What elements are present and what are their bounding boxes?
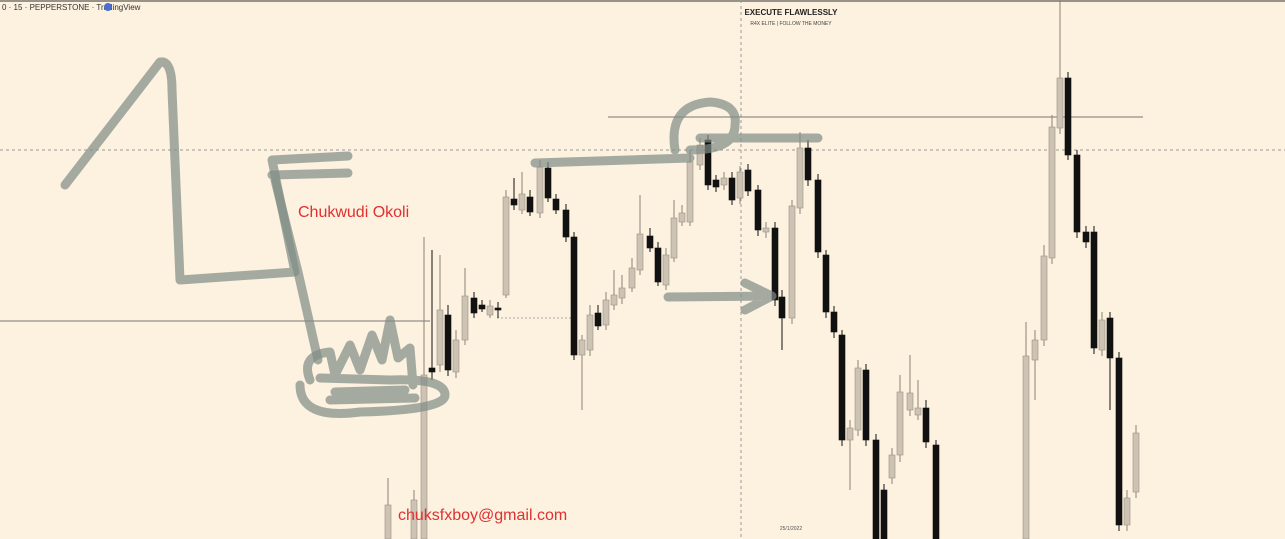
candle-body — [552, 198, 560, 211]
candle-body — [602, 299, 610, 326]
candle-body — [670, 217, 678, 259]
symbol-header: 0 · 15 · PEPPERSTONE · TradingView — [2, 3, 141, 12]
candle-body — [778, 296, 786, 319]
candle-body — [922, 407, 930, 443]
candle-body — [410, 499, 418, 539]
candle-body — [1031, 339, 1039, 361]
drawings — [60, 57, 823, 418]
candle-body — [436, 309, 444, 366]
candle-body — [536, 166, 544, 214]
candle-body — [618, 287, 626, 299]
candle-body — [804, 147, 812, 181]
candle-body — [428, 367, 436, 373]
candle-body — [384, 504, 392, 539]
candle-body — [846, 427, 854, 441]
candle-body — [646, 235, 654, 249]
candle-body — [1022, 355, 1030, 539]
candle-body — [526, 196, 534, 213]
candle-body — [1132, 432, 1140, 493]
author-email: chuksfxboy@gmail.com — [398, 507, 567, 524]
candle-body — [796, 147, 804, 209]
candle-body — [610, 294, 618, 306]
candle-body — [502, 196, 510, 296]
candle-body — [838, 334, 846, 441]
candle-body — [932, 444, 940, 539]
candle-body — [1106, 317, 1114, 359]
box-drawing — [530, 97, 823, 168]
candle-body — [744, 169, 752, 192]
candle-body — [570, 236, 578, 356]
candle-body — [1090, 231, 1098, 349]
candle-body — [896, 391, 904, 456]
arrow-drawing — [663, 278, 777, 315]
candle-body — [880, 489, 888, 539]
candle-body — [678, 212, 686, 223]
candle-body — [788, 205, 796, 319]
candle-body — [728, 177, 736, 201]
candle-body — [578, 339, 586, 356]
date-label: 25/1/2022 — [780, 526, 802, 532]
candle-body — [452, 339, 460, 373]
candle-body — [686, 161, 694, 223]
candle-body — [544, 167, 552, 199]
candle-body — [478, 304, 486, 310]
candle-body — [1040, 255, 1048, 341]
candle-body — [736, 171, 744, 199]
candle-body — [1123, 497, 1131, 526]
candle-body — [712, 179, 720, 188]
candle-body — [914, 407, 922, 416]
candle-body — [510, 198, 518, 206]
candle-body — [1073, 154, 1081, 233]
candle-body — [662, 254, 670, 286]
candle-body — [562, 209, 570, 238]
candle-body — [754, 189, 762, 231]
candle-body — [470, 297, 478, 314]
candle-body — [822, 254, 830, 313]
candles — [384, 0, 1140, 539]
candle-body — [1098, 319, 1106, 351]
candle-body — [814, 179, 822, 253]
candle-body — [888, 454, 896, 479]
candle-body — [1115, 357, 1123, 526]
candle-body — [1082, 231, 1090, 243]
candle-body — [594, 312, 602, 327]
candle-body — [420, 374, 428, 539]
candle-body — [1064, 77, 1072, 156]
candle-body — [830, 311, 838, 333]
candle-body — [762, 227, 770, 233]
candle-body — [872, 439, 880, 539]
candle-body — [628, 267, 636, 289]
candle-body — [461, 295, 469, 341]
zigzag-drawing — [60, 57, 353, 285]
candle-body — [586, 314, 594, 351]
candle-body — [444, 314, 452, 371]
candle-body — [1056, 77, 1064, 129]
candle-body — [906, 392, 914, 411]
candle-body — [1048, 126, 1056, 259]
candle-body — [518, 193, 526, 211]
crown-drawing — [295, 315, 450, 418]
author-name: Chukwudi Okoli — [298, 204, 409, 221]
candle-body — [720, 177, 728, 186]
crown-drawing — [325, 385, 420, 405]
icon — [104, 3, 112, 11]
candle-body — [636, 233, 644, 271]
candle-body — [696, 144, 704, 166]
candle-body — [494, 307, 502, 311]
candle-body — [862, 369, 870, 441]
watermark-title: EXECUTE FLAWLESSLY — [744, 8, 838, 17]
candle-body — [486, 305, 494, 316]
candle-body — [771, 227, 779, 301]
watermark-subtitle: R4X ELITE | FOLLOW THE MONEY — [750, 21, 832, 27]
candle-body — [654, 247, 662, 283]
zigzag-drawing — [267, 168, 353, 365]
candle-body — [854, 367, 862, 431]
